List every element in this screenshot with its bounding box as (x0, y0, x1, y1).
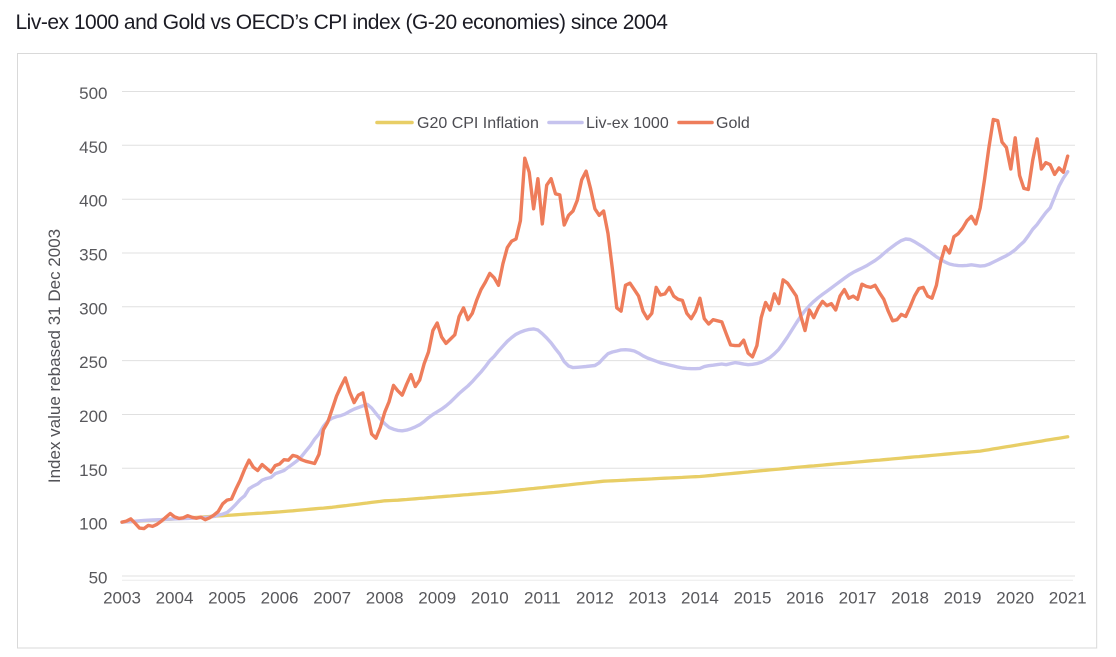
svg-text:2014: 2014 (681, 589, 719, 608)
svg-text:2008: 2008 (366, 589, 404, 608)
svg-text:2010: 2010 (471, 589, 509, 608)
svg-text:350: 350 (79, 246, 107, 265)
svg-text:400: 400 (79, 192, 107, 211)
svg-text:2018: 2018 (891, 589, 929, 608)
svg-text:2004: 2004 (156, 589, 194, 608)
svg-text:2003: 2003 (103, 589, 141, 608)
svg-text:Index value rebased 31 Dec 200: Index value rebased 31 Dec 2003 (45, 229, 64, 483)
svg-text:Gold: Gold (716, 115, 750, 132)
svg-text:2015: 2015 (734, 589, 772, 608)
svg-text:50: 50 (89, 569, 108, 588)
svg-text:2009: 2009 (418, 589, 456, 608)
svg-text:G20 CPI Inflation: G20 CPI Inflation (417, 115, 539, 132)
svg-text:450: 450 (79, 138, 107, 157)
svg-text:2016: 2016 (786, 589, 824, 608)
svg-text:500: 500 (79, 84, 107, 103)
svg-text:250: 250 (79, 353, 107, 372)
svg-text:2013: 2013 (628, 589, 666, 608)
svg-text:2005: 2005 (208, 589, 246, 608)
svg-text:300: 300 (79, 299, 107, 318)
svg-text:150: 150 (79, 461, 107, 480)
svg-text:2019: 2019 (944, 589, 982, 608)
svg-text:2017: 2017 (839, 589, 877, 608)
svg-text:2011: 2011 (524, 589, 561, 608)
svg-text:200: 200 (79, 407, 107, 426)
svg-text:2006: 2006 (261, 589, 299, 608)
svg-text:2021: 2021 (1049, 589, 1087, 608)
svg-text:2012: 2012 (576, 589, 614, 608)
svg-text:100: 100 (79, 515, 107, 534)
svg-text:Liv-ex 1000: Liv-ex 1000 (586, 115, 669, 132)
svg-text:Liv-ex 1000 and Gold vs OECD’s: Liv-ex 1000 and Gold vs OECD’s CPI index… (16, 11, 669, 34)
svg-text:2007: 2007 (313, 589, 351, 608)
svg-text:2020: 2020 (996, 589, 1034, 608)
